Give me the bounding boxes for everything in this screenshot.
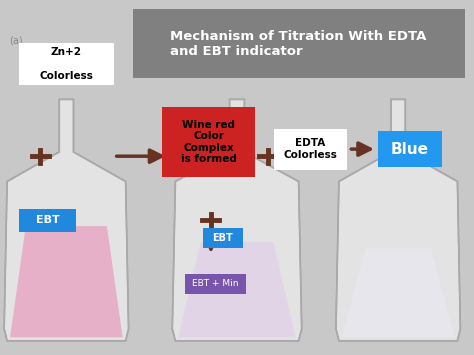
FancyBboxPatch shape bbox=[274, 129, 347, 170]
FancyBboxPatch shape bbox=[185, 274, 246, 294]
Polygon shape bbox=[336, 99, 460, 341]
Text: Blue: Blue bbox=[391, 142, 429, 157]
Polygon shape bbox=[10, 226, 123, 337]
FancyBboxPatch shape bbox=[378, 131, 442, 167]
Text: Zn+2

Colorless: Zn+2 Colorless bbox=[39, 47, 93, 81]
Text: (a): (a) bbox=[9, 36, 23, 45]
Text: Mechanism of Titration With EDTA
and EBT indicator: Mechanism of Titration With EDTA and EBT… bbox=[171, 31, 427, 58]
Polygon shape bbox=[178, 242, 296, 337]
FancyBboxPatch shape bbox=[133, 9, 465, 78]
Text: Wine red
Color
Complex
is formed: Wine red Color Complex is formed bbox=[181, 120, 237, 164]
Polygon shape bbox=[173, 99, 301, 341]
Polygon shape bbox=[4, 99, 128, 341]
FancyBboxPatch shape bbox=[19, 43, 114, 85]
Text: EBT + Min: EBT + Min bbox=[192, 279, 239, 289]
FancyBboxPatch shape bbox=[202, 228, 243, 248]
Text: EDTA
Colorless: EDTA Colorless bbox=[283, 138, 337, 160]
Text: EBT: EBT bbox=[212, 233, 233, 243]
FancyBboxPatch shape bbox=[19, 208, 76, 231]
Text: EBT: EBT bbox=[36, 215, 59, 225]
FancyBboxPatch shape bbox=[162, 107, 255, 177]
Polygon shape bbox=[342, 248, 455, 337]
